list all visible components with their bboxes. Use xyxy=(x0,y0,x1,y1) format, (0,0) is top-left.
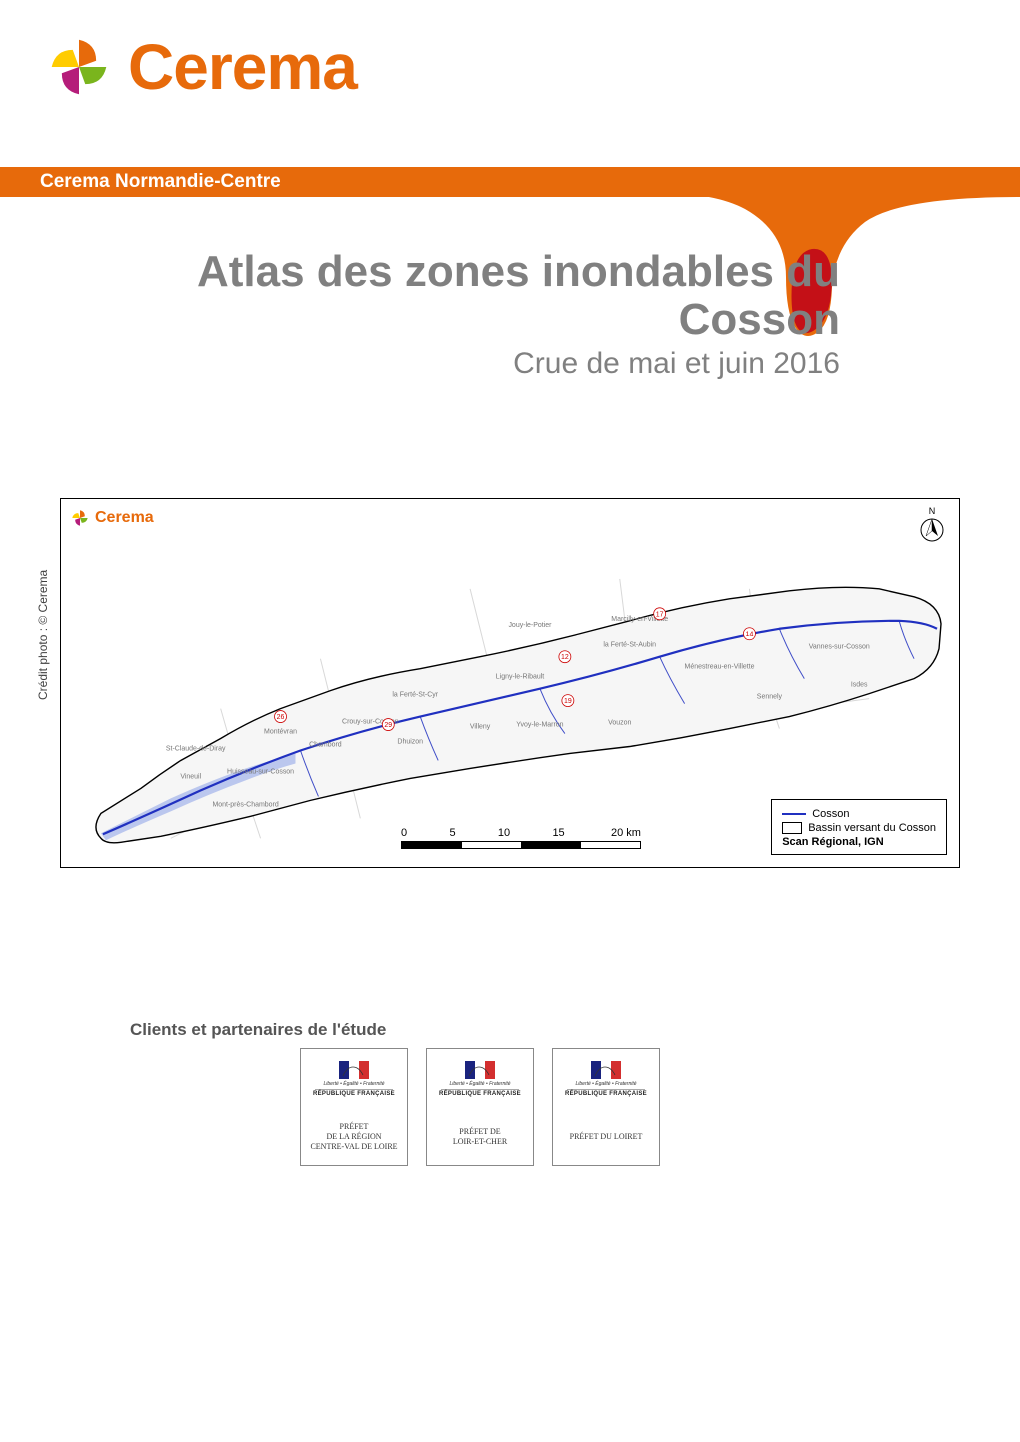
scale-tick: 10 xyxy=(498,827,510,839)
prefet-name: PRÉFET DELOIR-ET-CHER xyxy=(453,1127,507,1147)
partner-logo: Liberté • Égalité • Fraternité RÉPUBLIQUE… xyxy=(300,1048,408,1166)
republique-text: RÉPUBLIQUE FRANÇAISE xyxy=(439,1091,521,1097)
title-subtitle: Crue de mai et juin 2016 xyxy=(140,347,840,381)
brand-logo: Cerema xyxy=(40,28,357,106)
scale-tick: 0 xyxy=(401,827,407,839)
map-place-label: Jouy-le-Potier xyxy=(508,622,552,629)
map-road-number: 29 xyxy=(384,722,392,729)
partners-heading: Clients et partenaires de l'étude xyxy=(130,1020,386,1040)
title-line1: Atlas des zones inondables du xyxy=(140,248,840,296)
map-place-label: Vineuil xyxy=(180,773,201,780)
motto-text: Liberté • Égalité • Fraternité xyxy=(323,1081,384,1087)
svg-text:N: N xyxy=(929,506,936,516)
map-road-number: 26 xyxy=(277,714,285,721)
title-block: Atlas des zones inondables du Cosson Cru… xyxy=(140,248,840,381)
map-place-label: la Ferté-St-Cyr xyxy=(392,692,438,699)
map-place-label: St-Claude-de-Diray xyxy=(166,745,226,752)
map-road-number: 12 xyxy=(561,654,569,661)
map-place-label: Isdes xyxy=(851,682,868,689)
prefet-name: PRÉFET DU LOIRET xyxy=(570,1132,643,1142)
map-place-label: Ménestreau-en-Villette xyxy=(685,664,755,671)
map-road-number: 17 xyxy=(656,611,664,618)
photo-credit: Crédit photo : © Cerema xyxy=(36,500,50,700)
map-place-label: Vouzon xyxy=(608,720,631,727)
motto-text: Liberté • Égalité • Fraternité xyxy=(575,1081,636,1087)
partner-logo: Liberté • Égalité • Fraternité RÉPUBLIQUE… xyxy=(552,1048,660,1166)
map-place-label: Yvoy-le-Marron xyxy=(516,722,563,729)
republique-text: RÉPUBLIQUE FRANÇAISE xyxy=(313,1091,395,1097)
scale-bar: 0 5 10 15 20 km xyxy=(401,827,681,849)
map-brand-logo: Cerema xyxy=(69,507,154,529)
map-place-label: Dhuizon xyxy=(397,739,423,746)
prefet-name: PRÉFETDE LA RÉGIONCENTRE-VAL DE LOIRE xyxy=(310,1122,397,1152)
map-road-number: 14 xyxy=(746,631,754,638)
partners-row: Liberté • Égalité • Fraternité RÉPUBLIQUE… xyxy=(300,1048,660,1166)
legend-line-icon xyxy=(782,813,806,815)
map-figure: Cerema N xyxy=(60,498,960,868)
map-place-label: Vannes-sur-Cosson xyxy=(809,644,870,651)
marianne-icon xyxy=(591,1061,621,1079)
subheader-bar: Cerema Normandie-Centre xyxy=(0,167,1020,197)
subheader-text: Cerema Normandie-Centre xyxy=(0,171,281,193)
marianne-icon xyxy=(339,1061,369,1079)
map-brand-name: Cerema xyxy=(95,509,154,527)
scale-tick: 15 xyxy=(552,827,564,839)
brand-name: Cerema xyxy=(128,30,357,104)
map-place-label: la Ferté-St-Aubin xyxy=(603,642,656,649)
map-place-label: Montévran xyxy=(264,729,297,736)
map-place-label: Villeny xyxy=(470,724,491,731)
map-place-label: Ligny-le-Ribault xyxy=(496,674,544,681)
pinwheel-icon xyxy=(40,28,118,106)
marianne-icon xyxy=(465,1061,495,1079)
partner-logo: Liberté • Égalité • Fraternité RÉPUBLIQUE… xyxy=(426,1048,534,1166)
scale-tick: 5 xyxy=(449,827,455,839)
map-place-label: Chambord xyxy=(309,742,342,749)
legend-item-label: Cosson xyxy=(812,808,849,820)
motto-text: Liberté • Égalité • Fraternité xyxy=(449,1081,510,1087)
republique-text: RÉPUBLIQUE FRANÇAISE xyxy=(565,1091,647,1097)
pinwheel-icon xyxy=(69,507,91,529)
legend-item-label: Bassin versant du Cosson xyxy=(808,822,936,834)
map-road-number: 19 xyxy=(564,698,572,705)
map-place-label: Mont-près-Chambord xyxy=(212,801,278,808)
scale-tick: 20 km xyxy=(611,827,641,839)
legend-source: Scan Régional, IGN xyxy=(782,836,936,848)
map-legend: Cosson Bassin versant du Cosson Scan Rég… xyxy=(771,799,947,855)
map-place-label: Huisseau-sur-Cosson xyxy=(227,768,294,775)
legend-box-icon xyxy=(782,822,802,834)
title-line2: Cosson xyxy=(140,296,840,344)
map-place-label: Sennely xyxy=(757,694,783,701)
